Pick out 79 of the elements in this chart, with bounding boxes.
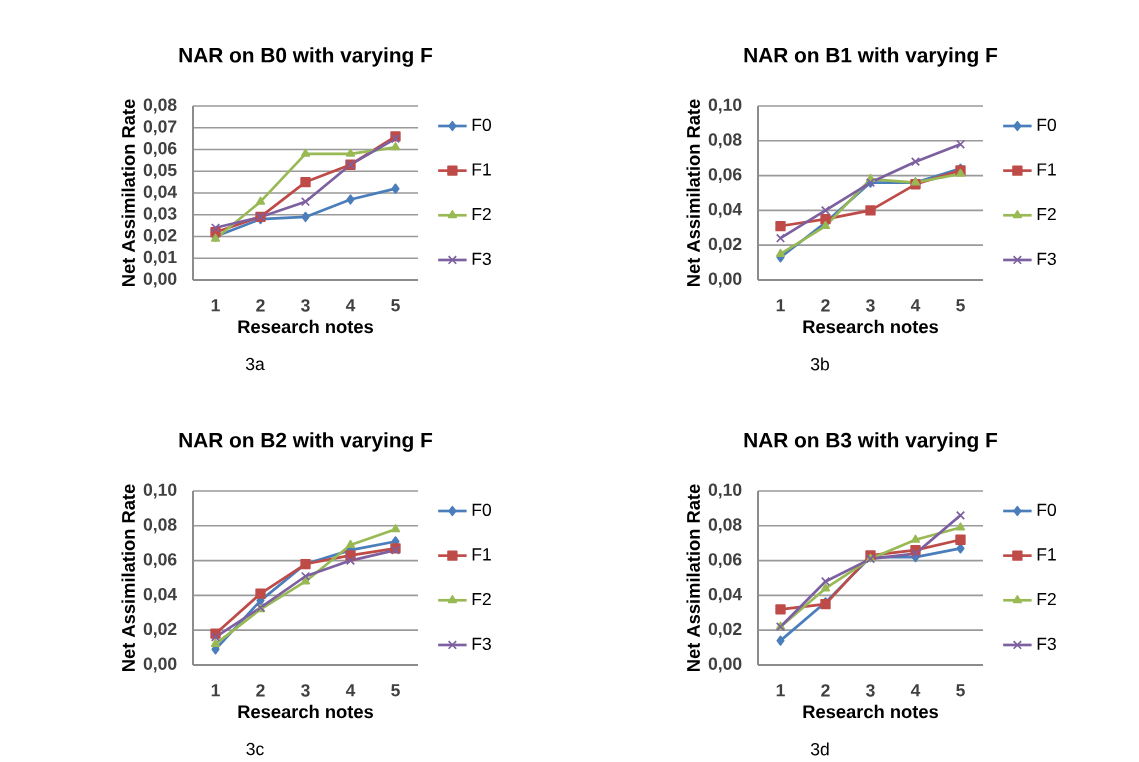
legend-label: F1: [1037, 163, 1056, 176]
legend-label: F3: [472, 637, 491, 651]
y-tick-label: 0,02: [143, 229, 177, 244]
legend-label: F3: [1037, 252, 1056, 266]
y-tick-label: 0,08: [708, 518, 742, 534]
y-axis-title: Net Assimilation Rate: [121, 484, 135, 671]
x-tick-label: 5: [391, 684, 400, 697]
y-axis-title: Net Assimilation Rate: [686, 484, 700, 671]
y-tick-label: 0,08: [143, 518, 177, 534]
legend-label: F1: [1037, 548, 1056, 561]
text: 3c: [246, 742, 264, 756]
x-tick-label: 5: [956, 299, 965, 312]
y-tick-label: 0,08: [143, 98, 177, 114]
legend-label: F0: [472, 503, 492, 517]
y-tick-label: 0,10: [708, 483, 742, 499]
text: 3d: [810, 742, 829, 756]
y-tick-label: 0,04: [143, 587, 177, 603]
chart-title: NAR on B0 with varying F: [179, 47, 433, 67]
legend-label: F3: [472, 252, 491, 266]
y-tick-label: 0,02: [143, 622, 177, 638]
x-tick-label: 1: [211, 684, 220, 697]
x-axis-title: Research notes: [803, 704, 938, 719]
text: 3a: [245, 357, 265, 371]
legend-label: F2: [472, 592, 491, 606]
y-tick-label: 0,00: [708, 657, 742, 673]
x-axis-title: Research notes: [238, 704, 373, 719]
legend-label: F3: [1037, 637, 1056, 651]
y-tick-label: 0,00: [143, 272, 177, 288]
y-tick-label: 0,06: [143, 553, 177, 569]
y-tick-label: 0,00: [143, 657, 177, 673]
x-tick-label: 2: [256, 299, 265, 312]
y-tick-label: 0,03: [143, 207, 177, 223]
y-axis-title: Net Assimilation Rate: [121, 99, 135, 286]
y-tick-label: 0,02: [708, 237, 742, 253]
legend-label: F1: [472, 548, 491, 561]
x-tick-label: 2: [256, 684, 265, 697]
x-tick-label: 5: [391, 299, 400, 312]
x-tick-label: 5: [956, 684, 965, 697]
y-tick-label: 0,08: [708, 133, 742, 149]
y-tick-label: 0,00: [708, 272, 742, 288]
y-tick-label: 0,04: [708, 202, 742, 218]
x-tick-label: 4: [345, 684, 356, 697]
legend-label: F2: [472, 207, 491, 221]
chart-title: NAR on B1 with varying F: [744, 47, 998, 67]
y-tick-label: 0,06: [708, 168, 742, 184]
y-axis-title: Net Assimilation Rate: [686, 99, 700, 286]
x-tick-label: 3: [301, 299, 310, 312]
y-tick-label: 0,06: [143, 142, 177, 157]
x-tick-label: 2: [821, 299, 830, 312]
legend-label: F0: [1037, 503, 1057, 517]
x-tick-label: 1: [776, 684, 785, 697]
y-tick-label: 0,02: [708, 622, 742, 638]
y-tick-label: 0,04: [708, 587, 742, 603]
legend-label: F2: [1037, 207, 1056, 221]
chart-title: NAR on B3 with varying F: [744, 432, 998, 452]
y-tick-label: 0,07: [143, 120, 177, 136]
y-tick-label: 0,10: [708, 98, 742, 114]
y-tick-label: 0,10: [143, 483, 177, 499]
x-tick-label: 3: [301, 684, 310, 697]
legend-label: F0: [1037, 118, 1057, 132]
x-tick-label: 3: [866, 299, 875, 312]
x-tick-label: 4: [910, 299, 921, 312]
y-tick-label: 0,01: [143, 250, 177, 266]
x-tick-label: 1: [211, 299, 220, 312]
x-tick-label: 4: [345, 299, 356, 312]
legend-label: F0: [472, 118, 492, 132]
x-axis-title: Research notes: [803, 319, 938, 334]
x-tick-label: 3: [866, 684, 875, 697]
text: 3b: [810, 357, 829, 371]
y-tick-label: 0,06: [708, 553, 742, 569]
x-tick-label: 4: [910, 684, 921, 697]
x-axis-title: Research notes: [238, 319, 373, 334]
y-tick-label: 0,04: [143, 185, 177, 201]
x-tick-label: 2: [821, 684, 830, 697]
y-tick-label: 0,05: [143, 163, 177, 179]
legend-label: F1: [472, 163, 491, 176]
chart-title: NAR on B2 with varying F: [179, 432, 433, 452]
legend-label: F2: [1037, 592, 1056, 606]
x-tick-label: 1: [776, 299, 785, 312]
